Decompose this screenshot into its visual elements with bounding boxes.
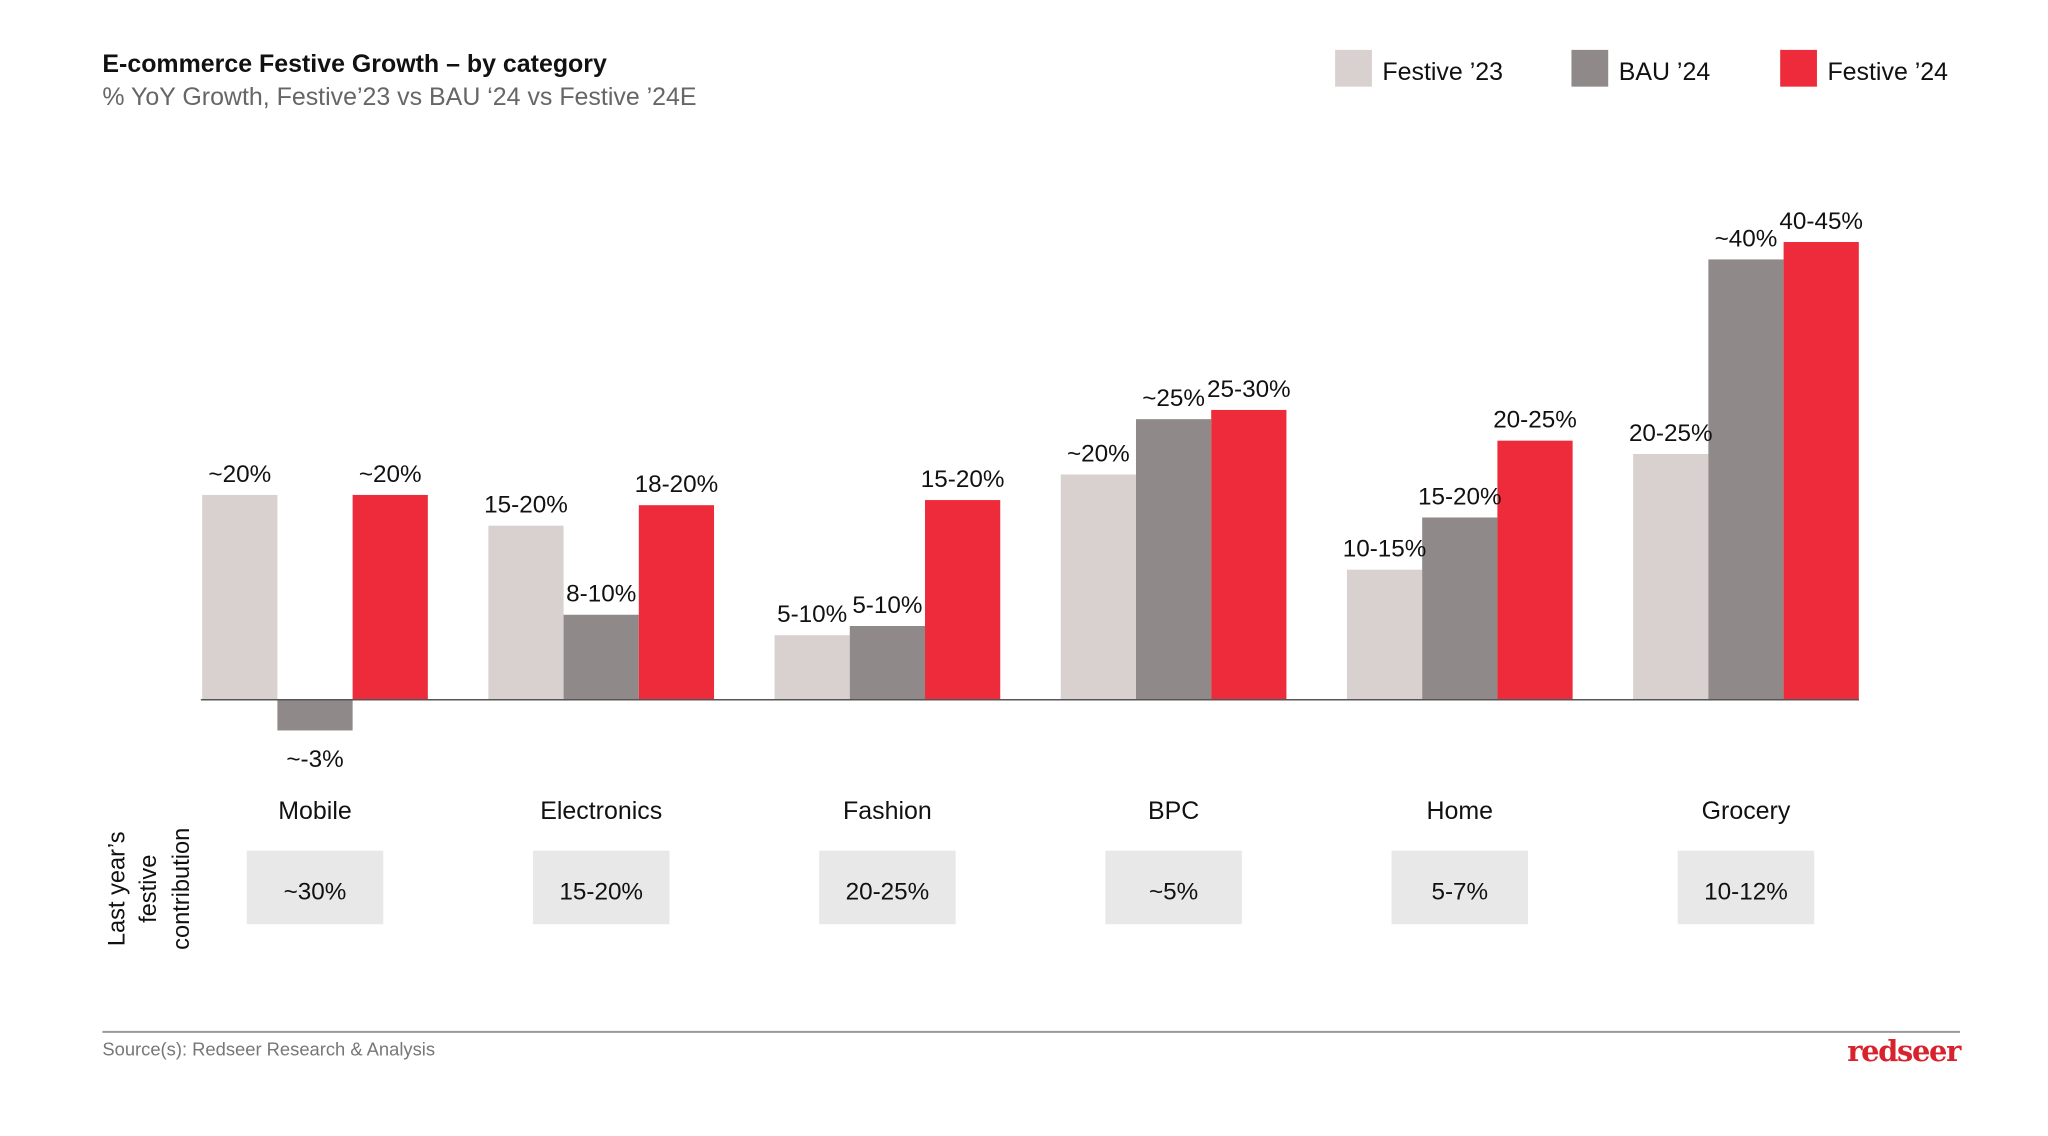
data-label: 8-10%: [566, 581, 636, 608]
bars: [202, 242, 1859, 731]
bar-grocery-2: [1783, 242, 1859, 700]
contribution-value: 5-7%: [1431, 878, 1488, 905]
legend-label-festive-24: Festive ’24: [1827, 58, 1948, 86]
category-label: Home: [1427, 797, 1494, 825]
contribution-box: [1105, 850, 1242, 925]
category-labels: Mobile Electronics Fashion BPC Home Grocery: [278, 797, 1791, 825]
contribution-value: ~30%: [284, 878, 347, 905]
bar-home-2: [1497, 440, 1573, 700]
bar-home-0: [1346, 569, 1423, 700]
data-label: 5-10%: [852, 592, 922, 619]
data-label: 25-30%: [1207, 376, 1291, 403]
redseer-logo: redseer: [1847, 1034, 1962, 1068]
data-label: ~20%: [1067, 440, 1130, 467]
contribution-box: [532, 850, 670, 925]
legend-swatch-festive-24: [1780, 49, 1817, 87]
bar-mobile-0: [202, 494, 278, 700]
value-labels: ~20% ~-3% ~20% 15-20% 8-10% 18-20% 5-10% 5-10% 1…: [208, 208, 1863, 773]
data-label: 5-10%: [777, 601, 847, 628]
bar-bpc-1: [1135, 419, 1212, 700]
data-label: ~40%: [1715, 225, 1778, 252]
bar-electronics-2: [638, 505, 715, 700]
legend-swatch-bau-24: [1571, 49, 1609, 87]
contribution-box: [819, 850, 956, 925]
bar-bpc-2: [1211, 409, 1287, 700]
category-label: Mobile: [278, 797, 351, 825]
contribution-value: 15-20%: [559, 878, 643, 905]
legend-swatch-festive-23: [1335, 49, 1372, 87]
bar-home-1: [1422, 517, 1498, 700]
data-label: 20-25%: [1493, 407, 1577, 434]
contribution-value: ~5%: [1149, 878, 1198, 905]
data-label: ~20%: [359, 461, 422, 488]
legend: Festive ’23 BAU ’24 Festive ’24: [1335, 49, 1948, 87]
chart-title: E-commerce Festive Growth – by category: [102, 50, 607, 78]
category-label: Electronics: [540, 797, 662, 825]
bar-mobile-1: [277, 699, 353, 731]
contribution-value: 10-12%: [1704, 878, 1788, 905]
side-label-line: festive: [136, 855, 162, 923]
category-label: BPC: [1148, 797, 1199, 825]
contribution-value: 20-25%: [846, 878, 930, 905]
side-label-line: contribution: [169, 828, 195, 950]
data-label: 10-15%: [1343, 536, 1427, 563]
bar-electronics-1: [563, 614, 639, 700]
bar-fashion-0: [774, 635, 850, 700]
category-label: Fashion: [843, 797, 932, 825]
data-label: 15-20%: [484, 492, 568, 519]
bar-mobile-2: [352, 494, 428, 700]
data-label: 18-20%: [635, 471, 719, 498]
data-label: ~20%: [208, 461, 271, 488]
side-label-line: Last year’s: [105, 831, 131, 946]
data-label: 20-25%: [1629, 420, 1713, 447]
legend-label-festive-23: Festive ’23: [1382, 58, 1503, 86]
contribution-row: ~30% 15-20% 20-25% ~5% 5-7% 10-12%: [246, 850, 1815, 925]
data-label: 40-45%: [1779, 208, 1863, 235]
bar-grocery-0: [1633, 453, 1709, 700]
data-label: 15-20%: [921, 466, 1005, 493]
data-label: ~-3%: [286, 746, 343, 773]
bar-fashion-1: [849, 626, 926, 700]
legend-label-bau-24: BAU ’24: [1619, 58, 1711, 86]
bar-fashion-2: [925, 500, 1001, 700]
contribution-box: [246, 850, 384, 925]
contribution-side-label: Last year’s festive contribution: [105, 828, 195, 950]
bar-bpc-0: [1060, 474, 1136, 700]
bar-electronics-0: [488, 525, 564, 700]
category-label: Grocery: [1702, 797, 1791, 825]
chart-subtitle: % YoY Growth, Festive’23 vs BAU ‘24 vs F…: [102, 83, 696, 111]
bar-grocery-1: [1708, 259, 1784, 700]
data-label: 15-20%: [1418, 483, 1502, 510]
contribution-box: [1677, 850, 1815, 925]
source-note: Source(s): Redseer Research & Analysis: [102, 1039, 435, 1060]
contribution-box: [1391, 850, 1529, 925]
data-label: ~25%: [1142, 385, 1205, 412]
